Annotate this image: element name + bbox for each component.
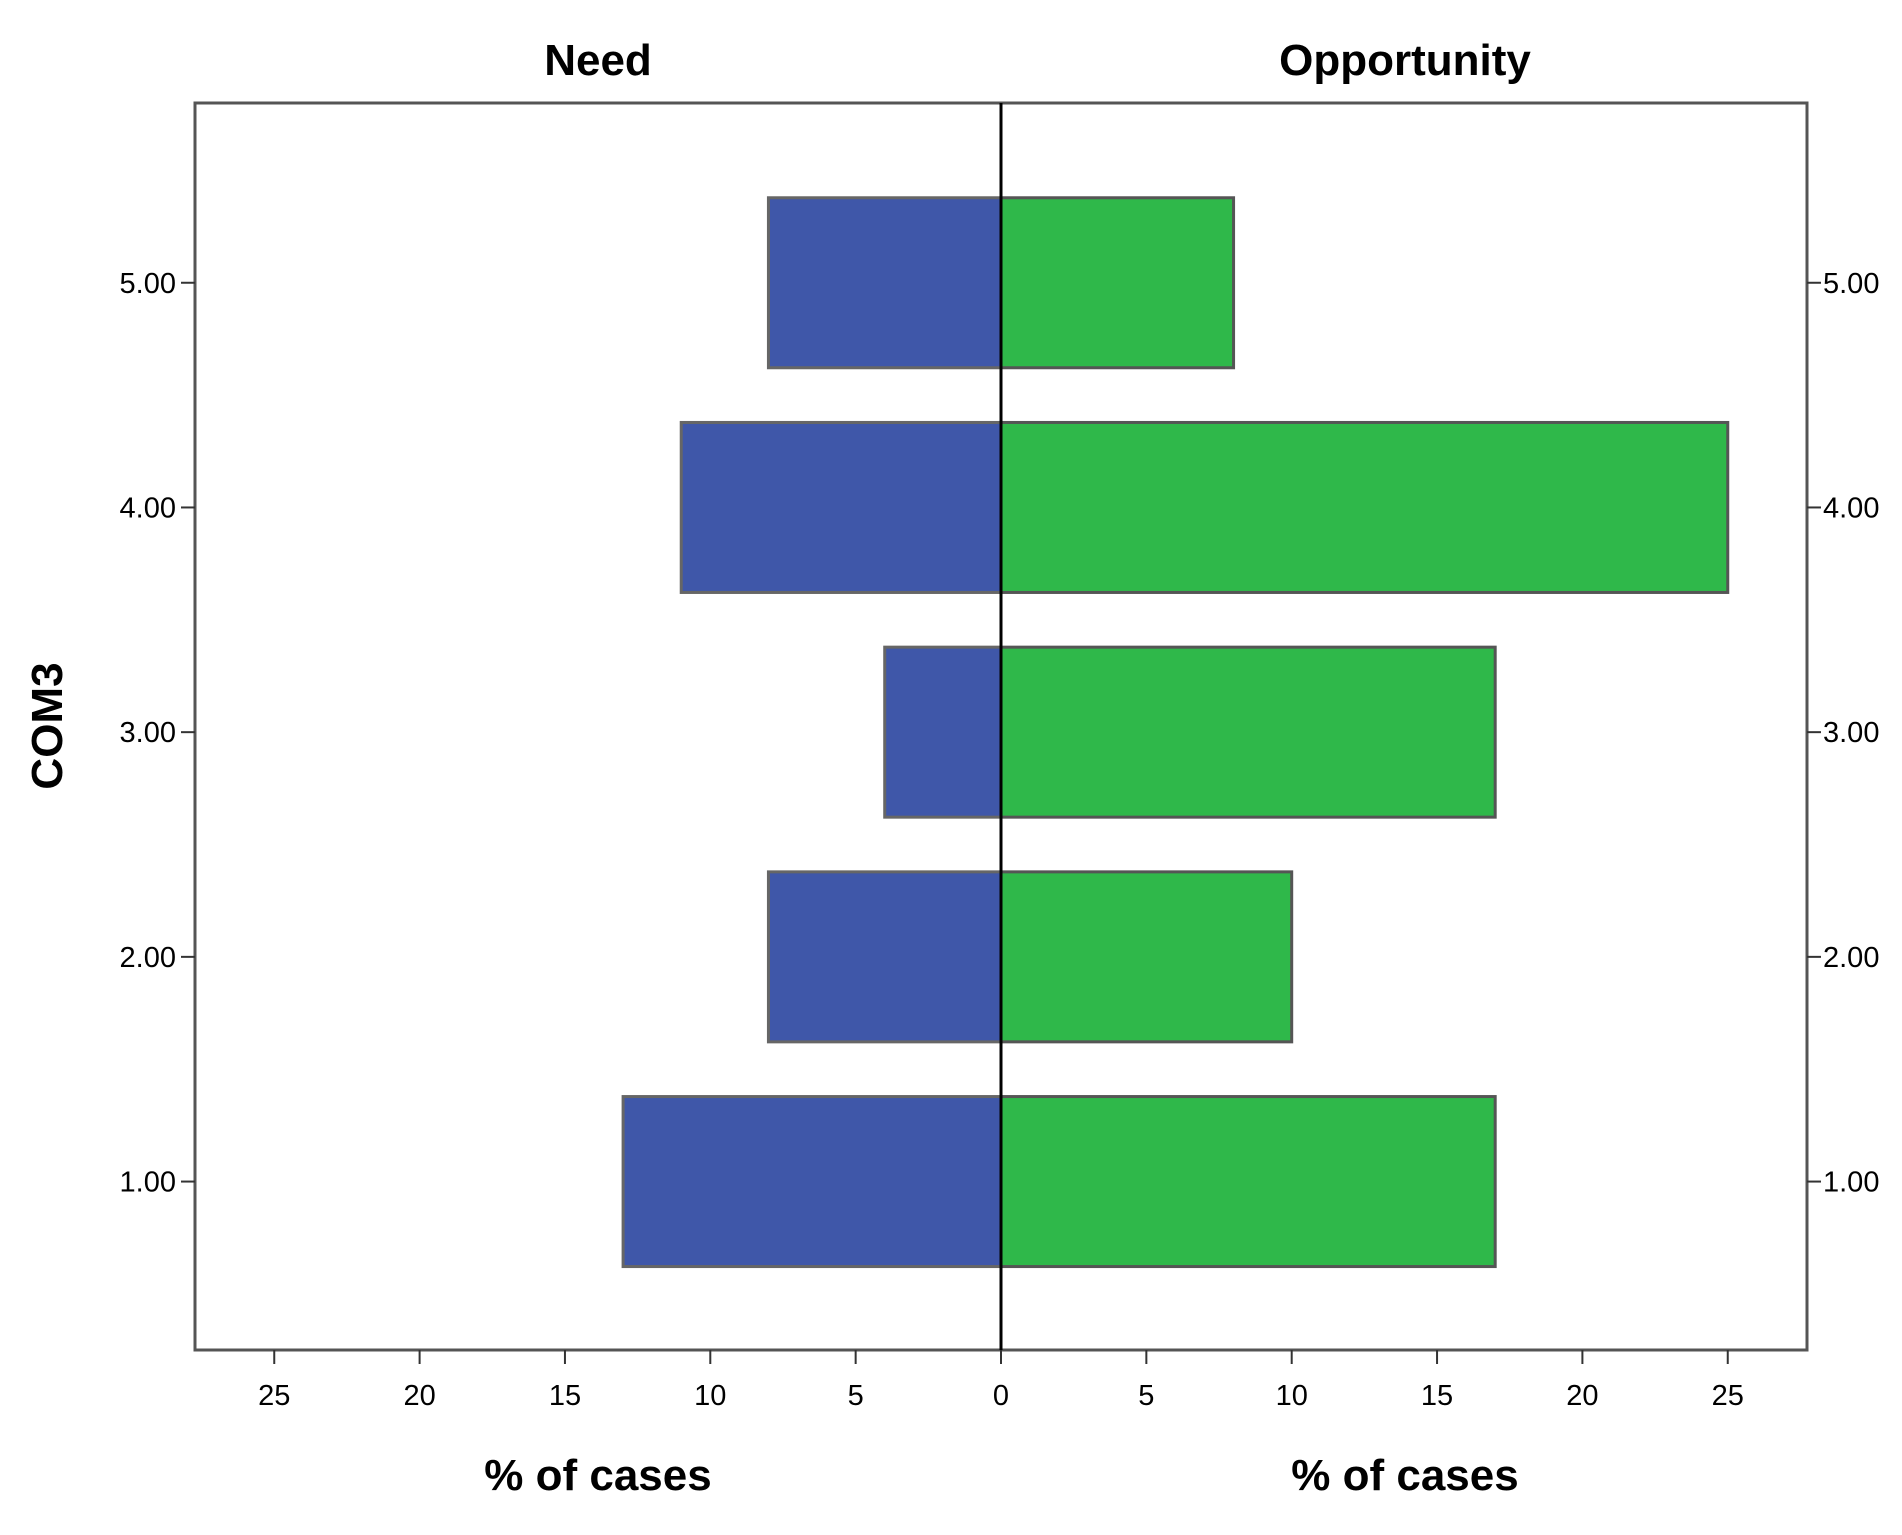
bar-need-4.00 bbox=[679, 420, 1003, 594]
bar-opportunity-3.00 bbox=[999, 645, 1497, 819]
y-tick-label-left: 2.00 bbox=[120, 942, 176, 974]
x-axis-ticks: 0 5 10 15 20 25 5 10 15 20 25 bbox=[258, 1350, 1744, 1412]
x-tick-label-left: 0 bbox=[993, 1380, 1009, 1412]
y-tick-label-right: 3.00 bbox=[1823, 717, 1879, 749]
bar-need-1.00 bbox=[621, 1095, 1003, 1269]
x-tick-label-left: 10 bbox=[694, 1380, 726, 1412]
bar-need-2.00 bbox=[766, 870, 1003, 1044]
bar-opportunity-1.00 bbox=[999, 1095, 1497, 1269]
bar-need-3.00 bbox=[883, 645, 1003, 819]
bar-opportunity-2.00 bbox=[999, 870, 1294, 1044]
y-tick-label-left: 1.00 bbox=[120, 1167, 176, 1199]
y-tick-label-right: 4.00 bbox=[1823, 492, 1879, 524]
y-axis-label: COM3 bbox=[23, 662, 72, 789]
x-tick-label-left: 25 bbox=[258, 1380, 290, 1412]
y-tick-label-right: 1.00 bbox=[1823, 1167, 1879, 1199]
y-tick-label-left: 5.00 bbox=[120, 268, 176, 300]
x-tick-label-right: 5 bbox=[1138, 1380, 1154, 1412]
y-tick-label-left: 3.00 bbox=[120, 717, 176, 749]
bars-group bbox=[621, 196, 1730, 1269]
bar-opportunity-5.00 bbox=[999, 196, 1236, 370]
x-axis-label-need: % of cases bbox=[484, 1451, 711, 1500]
x-axis-label-opportunity: % of cases bbox=[1291, 1451, 1518, 1500]
x-tick-label-left: 20 bbox=[403, 1380, 435, 1412]
x-tick-label-right: 20 bbox=[1566, 1380, 1598, 1412]
x-tick-label-left: 15 bbox=[549, 1380, 581, 1412]
panel-title-need: Need bbox=[544, 36, 652, 85]
x-tick-label-right: 15 bbox=[1421, 1380, 1453, 1412]
right-y-axis: 1.00 2.00 3.00 4.00 5.00 bbox=[1807, 268, 1879, 1199]
y-tick-label-right: 2.00 bbox=[1823, 942, 1879, 974]
x-tick-label-right: 10 bbox=[1276, 1380, 1308, 1412]
y-tick-label-left: 4.00 bbox=[120, 492, 176, 524]
bar-opportunity-4.00 bbox=[999, 420, 1730, 594]
left-y-axis: 1.00 2.00 3.00 4.00 5.00 bbox=[120, 268, 195, 1199]
bar-need-5.00 bbox=[766, 196, 1003, 370]
panel-title-opportunity: Opportunity bbox=[1279, 36, 1531, 85]
x-tick-label-left: 5 bbox=[848, 1380, 864, 1412]
y-tick-label-right: 5.00 bbox=[1823, 268, 1879, 300]
x-tick-label-right: 25 bbox=[1712, 1380, 1744, 1412]
